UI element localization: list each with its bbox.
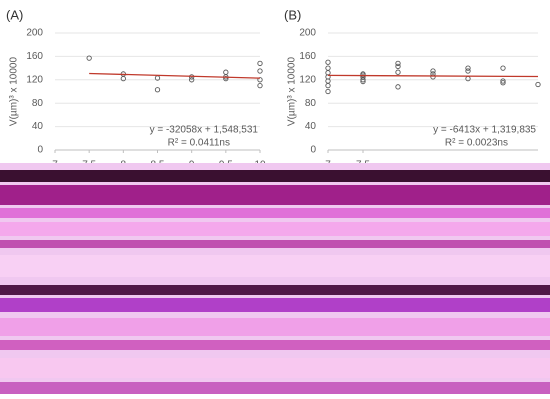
trendline bbox=[89, 72, 261, 79]
equation: y = -6413x + 1,319,835 bbox=[433, 125, 536, 136]
point bbox=[223, 69, 229, 75]
y-tick-label: 0 bbox=[37, 145, 43, 156]
y-tick-label: 200 bbox=[299, 28, 316, 39]
corrupted-region bbox=[0, 163, 550, 394]
y-tick-label: 80 bbox=[305, 98, 317, 109]
point bbox=[500, 80, 506, 86]
y-tick-label: 120 bbox=[26, 74, 43, 85]
point bbox=[223, 75, 229, 82]
point bbox=[154, 87, 161, 93]
r-squared: R² = 0.0411ns bbox=[168, 138, 230, 149]
point bbox=[430, 68, 436, 74]
point bbox=[395, 84, 401, 90]
point bbox=[395, 60, 401, 67]
y-tick-label: 80 bbox=[32, 98, 44, 109]
point bbox=[395, 63, 401, 69]
point bbox=[360, 78, 366, 85]
point bbox=[500, 78, 506, 84]
y-tick-label: 200 bbox=[26, 28, 43, 39]
point bbox=[395, 69, 401, 75]
point bbox=[325, 88, 331, 95]
point bbox=[325, 59, 331, 65]
point bbox=[189, 77, 195, 83]
y-axis-label: V(µm)³ x 10000 bbox=[287, 57, 298, 127]
y-tick-label: 120 bbox=[299, 74, 316, 85]
point bbox=[120, 75, 126, 82]
point bbox=[325, 65, 331, 71]
point bbox=[86, 55, 92, 61]
y-tick-label: 0 bbox=[310, 145, 316, 156]
point bbox=[257, 60, 263, 67]
y-tick-label: 40 bbox=[305, 121, 317, 132]
panel-label: (B) bbox=[284, 7, 301, 22]
point bbox=[465, 65, 471, 71]
equation: y = -32058x + 1,548,531 bbox=[150, 125, 259, 136]
y-tick-label: 160 bbox=[26, 51, 43, 62]
point bbox=[535, 81, 541, 88]
trendline bbox=[327, 74, 539, 78]
r-squared: R² = 0.0023ns bbox=[445, 138, 508, 149]
point bbox=[325, 83, 331, 89]
point bbox=[430, 74, 436, 80]
point bbox=[257, 68, 263, 74]
panel-label: (A) bbox=[6, 7, 23, 22]
y-tick-label: 160 bbox=[299, 51, 316, 62]
point bbox=[465, 68, 471, 74]
point bbox=[500, 65, 506, 71]
point bbox=[360, 77, 366, 83]
y-axis-label: V(µm)³ x 10000 bbox=[9, 57, 20, 127]
point bbox=[257, 83, 263, 89]
y-tick-label: 40 bbox=[32, 121, 44, 132]
